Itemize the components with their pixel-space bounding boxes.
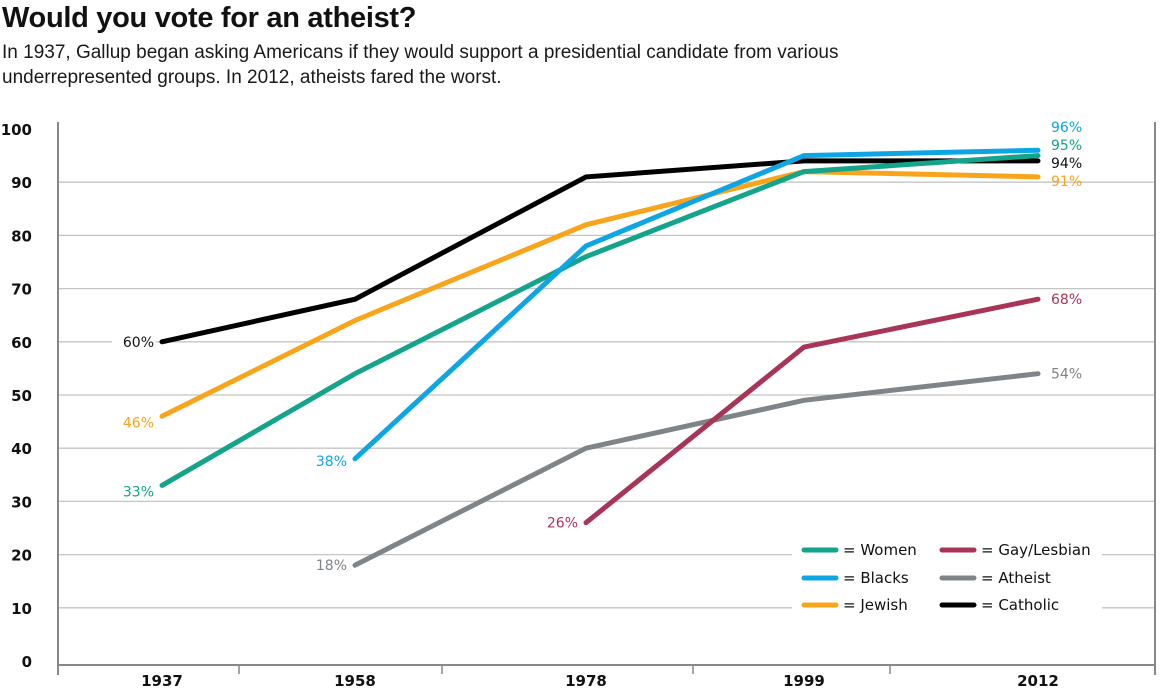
y-axis-tick-labels: 0 10 20 30 40 50 60 70 80 90 100 [1,121,32,671]
y-tick-label: 90 [11,174,32,192]
data-label-atheist-1958: 18% [316,558,347,574]
data-label-catholic-1937: 60% [123,335,154,351]
y-tick-label: 0 [22,653,32,671]
data-label-jewish-1937: 46% [123,415,154,431]
x-axis-tick-labels: 1937 1958 1978 1999 2012 [141,672,1059,690]
label-backing [112,333,156,351]
chart-subtitle: In 1937, Gallup began asking Americans i… [2,42,839,88]
legend-item-gay-lesbian: = Gay/Lesbian [939,541,1091,559]
x-tick-label: 1978 [565,672,607,690]
legend-item-atheist: = Atheist [939,569,1051,587]
x-tick-label: 1958 [334,672,376,690]
legend-label-jewish: = Jewish [843,596,908,614]
y-tick-label: 70 [11,281,32,299]
x-tick-label: 1999 [783,672,825,690]
data-label-jewish-2012: 91% [1051,174,1082,190]
data-label-blacks-2012: 96% [1051,120,1082,136]
legend-item-women: = Women [801,541,917,559]
data-label-blacks-1958: 38% [316,454,347,470]
legend-label-atheist: = Atheist [981,569,1051,587]
legend-label-blacks: = Blacks [843,569,909,587]
data-label-atheist-2012: 54% [1051,367,1082,383]
data-label-gay-lesbian-1978: 26% [547,516,578,532]
series-line-women [159,153,1041,488]
y-tick-label: 80 [11,227,32,245]
y-tick-label: 40 [11,440,32,458]
data-label-gay-lesbian-2012: 68% [1051,292,1082,308]
legend: = Women = Gay/Lesbian = Blacks = Atheist = J… [801,541,1091,614]
legend-label-catholic: = Catholic [981,596,1059,614]
y-tick-label: 20 [11,547,32,565]
chart-title: Would you vote for an atheist? [2,2,417,34]
series-line-gay-lesbian [583,296,1041,526]
y-tick-label: 100 [1,121,32,139]
legend-item-catholic: = Catholic [939,596,1059,614]
data-label-women-1937: 33% [123,484,154,500]
legend-item-jewish: = Jewish [801,596,908,614]
y-tick-label: 50 [11,387,32,405]
y-tick-label: 30 [11,493,32,511]
legend-label-gay-lesbian: = Gay/Lesbian [981,541,1091,559]
legend-label-women: = Women [843,541,917,559]
legend-item-blacks: = Blacks [801,569,909,587]
x-tick-label: 1937 [141,672,183,690]
x-tick-label: 2012 [1017,672,1059,690]
y-tick-label: 10 [11,600,32,618]
axes [57,122,1156,675]
data-labels: 18% 54% 26% 68% 46% 91% 60% 94% 33% 95% 38% 96% [112,120,1082,574]
series-line-jewish [159,169,1041,419]
data-label-women-2012: 95% [1051,138,1082,154]
series-line-blacks [352,147,1041,462]
series-lines [159,147,1041,568]
series-line-atheist [352,371,1041,568]
y-tick-label: 60 [11,334,32,352]
data-label-catholic-2012: 94% [1051,156,1082,172]
